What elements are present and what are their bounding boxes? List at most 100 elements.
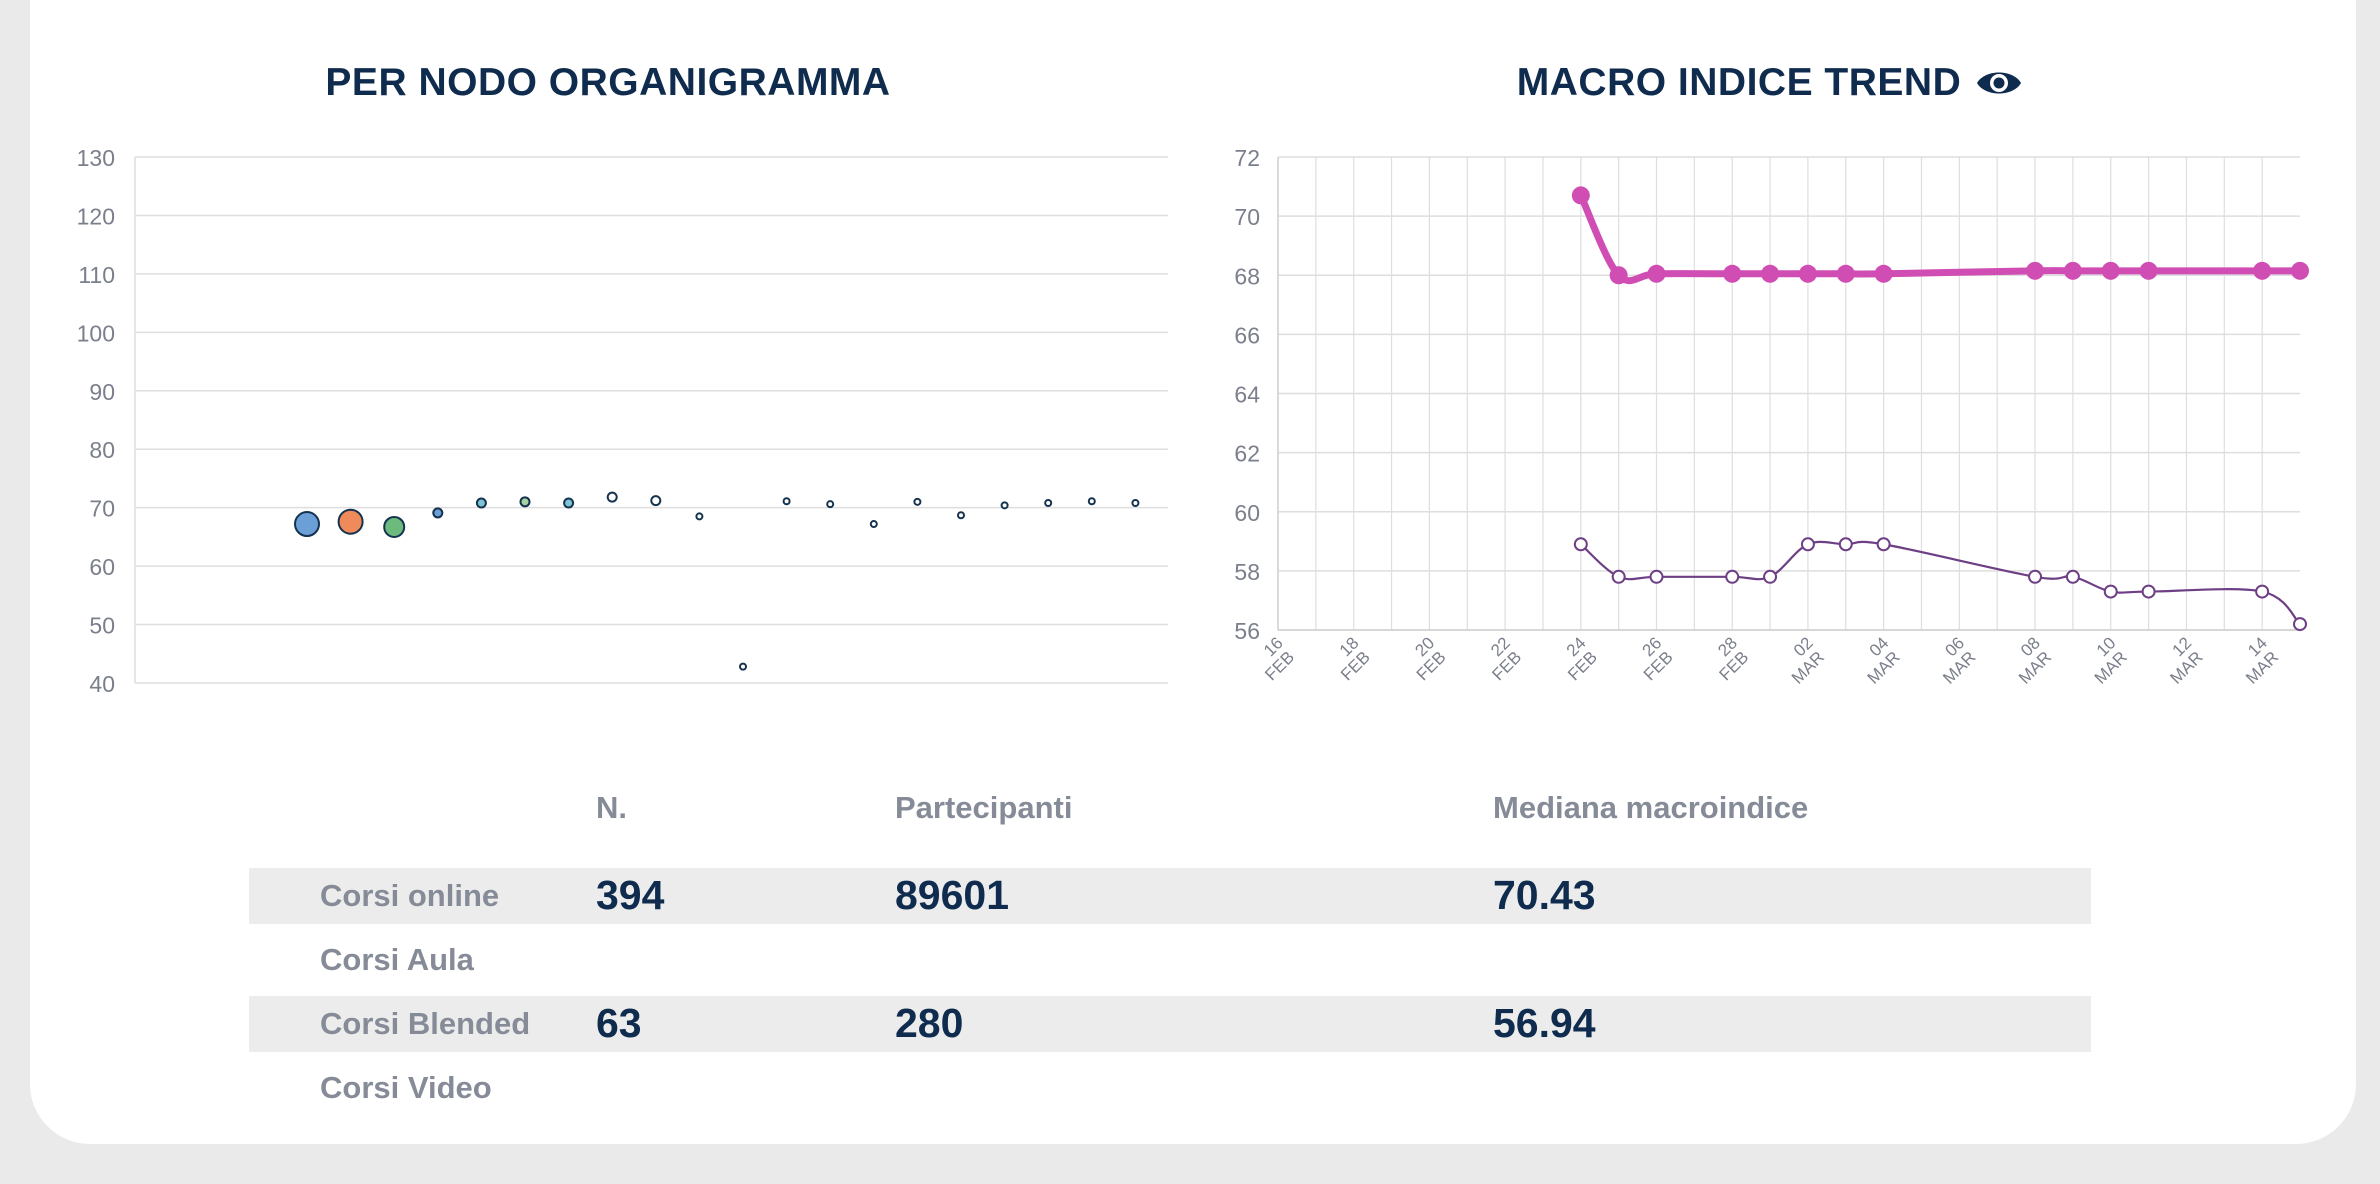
y-tick-label: 50 (89, 613, 115, 639)
y-tick-label: 130 (77, 145, 115, 171)
pink-series-point (2101, 261, 2120, 280)
header-participants: Partecipanti (895, 790, 1073, 825)
cell-participants: 280 (895, 1000, 964, 1046)
y-tick-label: 70 (1234, 204, 1260, 230)
y-tick-label: 40 (89, 671, 115, 697)
cell-n: 63 (596, 1000, 642, 1046)
scatter-point (957, 511, 965, 520)
pink-series-point (1571, 186, 1590, 205)
eye-icon[interactable] (1975, 66, 2023, 100)
purple-series-point (2255, 584, 2270, 599)
y-tick-label: 110 (78, 262, 115, 288)
purple-series-point (2065, 569, 2080, 584)
scatter-chart-title: PER NODO ORGANIGRAMMA (325, 58, 900, 108)
pink-series-point (1836, 264, 1855, 283)
y-tick-label: 68 (1234, 263, 1260, 289)
table-row: Corsi Aula (249, 932, 2091, 988)
scatter-point (475, 497, 487, 509)
row-label: Corsi Blended (320, 1006, 531, 1041)
scatter-point (869, 520, 878, 529)
y-tick-label: 80 (89, 437, 115, 463)
cell-median: 56.94 (1493, 1000, 1596, 1046)
y-tick-label: 72 (1234, 145, 1260, 171)
pink-series-point (2026, 261, 2045, 280)
cell-median: 70.43 (1493, 872, 1596, 918)
row-label: Corsi online (320, 878, 500, 913)
scatter-point (650, 495, 662, 507)
y-tick-label: 60 (1234, 500, 1260, 526)
scatter-title-text: PER NODO ORGANIGRAMMA (325, 61, 891, 104)
scatter-point (563, 497, 575, 509)
pink-series-point (2291, 261, 2309, 280)
x-tick-month: MAR (2091, 648, 2131, 688)
pink-series-point (1647, 264, 1666, 283)
x-tick-month: MAR (1788, 648, 1828, 688)
pink-series-point (2063, 261, 2082, 280)
y-tick-label: 66 (1234, 322, 1260, 348)
purple-series-point (2293, 617, 2307, 632)
header-median: Mediana macroindice (1493, 790, 1809, 825)
scatter-point (383, 515, 406, 538)
scatter-point (294, 511, 320, 538)
scatter-point (695, 512, 704, 521)
purple-series-point (1800, 537, 1815, 552)
pink-series-point (1609, 266, 1628, 285)
scatter-point (606, 491, 618, 503)
x-tick-month: MAR (1864, 648, 1904, 688)
pink-series-point (1761, 264, 1780, 283)
x-tick-month: MAR (1939, 648, 1979, 688)
scatter-point (739, 662, 747, 671)
scatter-point (432, 507, 444, 519)
y-tick-label: 64 (1234, 382, 1260, 408)
trend-line-chart: 56586062646668707216FEB18FEB20FEB22FEB24… (1234, 145, 2309, 688)
y-tick-label: 62 (1234, 441, 1260, 467)
header-n: N. (596, 790, 627, 825)
pink-series-point (1723, 264, 1742, 283)
row-label: Corsi Aula (320, 942, 474, 977)
purple-series-point (2103, 584, 2118, 599)
cell-n: 394 (596, 872, 665, 918)
pink-series-point (2253, 261, 2272, 280)
pink-series-point (1798, 264, 1817, 283)
purple-series-point (1649, 569, 1664, 584)
scatter-point (337, 508, 364, 535)
purple-series-point (1838, 537, 1853, 552)
row-label: Corsi Video (320, 1070, 492, 1105)
purple-series-point (2141, 584, 2156, 599)
purple-series-point (1573, 537, 1588, 552)
pink-series-line (1577, 193, 2300, 285)
scatter-point (1087, 497, 1096, 506)
purple-series-point (1763, 569, 1778, 584)
y-tick-label: 58 (1234, 559, 1260, 585)
pink-series-point (1874, 264, 1893, 283)
y-tick-label: 56 (1234, 618, 1260, 644)
scatter-point (519, 496, 531, 508)
scatter-point (1131, 498, 1140, 507)
scatter-point (1044, 498, 1053, 507)
y-tick-label: 60 (89, 554, 115, 580)
y-tick-label: 70 (89, 496, 115, 522)
scatter-point (913, 497, 922, 506)
scatter-point (826, 500, 835, 509)
purple-series-point (1876, 537, 1891, 552)
scatter-chart: 40 50 60 70 80 90 100 110 120 130 (77, 145, 1168, 697)
table-row: Corsi Video (249, 1060, 2091, 1116)
y-tick-label: 90 (89, 379, 115, 405)
purple-series-line (1580, 540, 2301, 625)
purple-series-point (1611, 569, 1626, 584)
dashboard-card (30, 0, 2356, 1144)
table-row: Corsi Blended 63 280 56.94 (249, 996, 2091, 1052)
y-tick-label: 120 (77, 203, 115, 229)
trend-title-text: MACRO INDICE TREND (1516, 61, 1962, 104)
